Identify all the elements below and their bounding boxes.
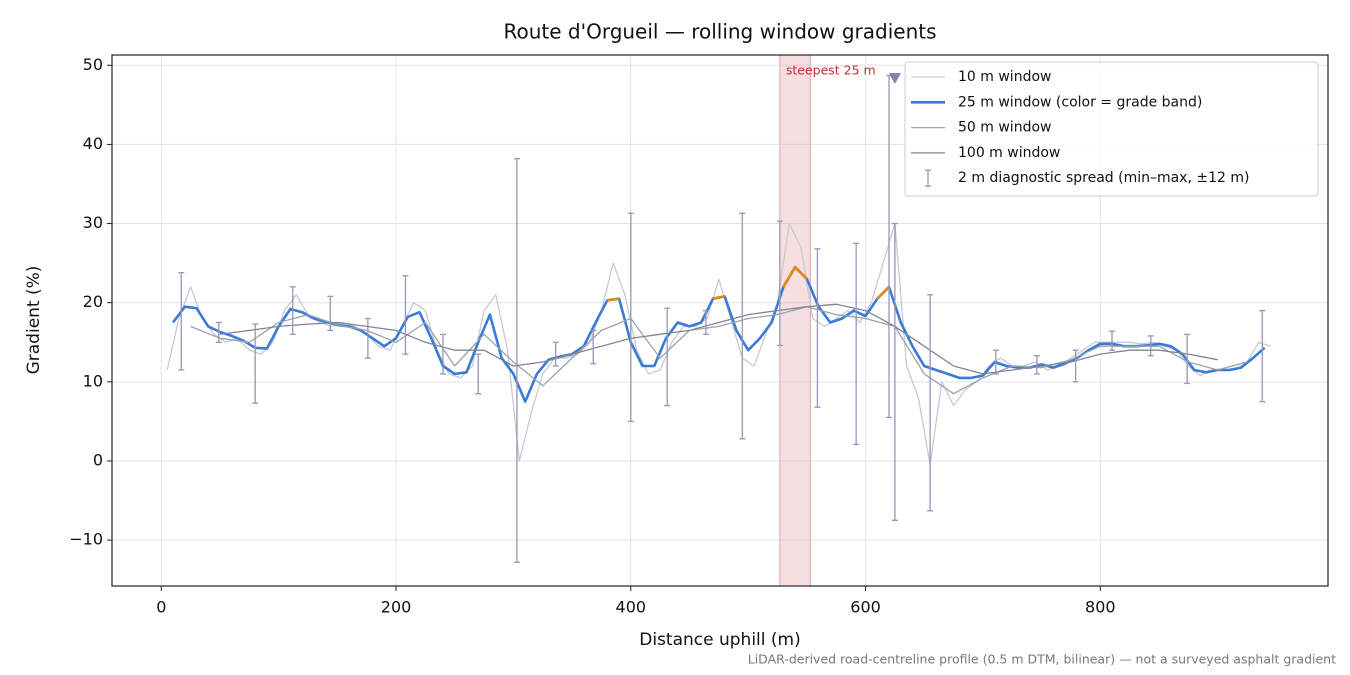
legend: 10 m window 25 m window (color = grade ba…: [904, 61, 1319, 197]
grade-band-line: [782, 265, 808, 288]
y-tick-label: 40: [83, 134, 103, 153]
y-axis-label: Gradient (%): [24, 266, 44, 375]
y-tick-label: 50: [83, 55, 103, 74]
legend-label: 2 m diagnostic spread (min–max, ±12 m): [958, 170, 1249, 186]
legend-label: 100 m window: [958, 145, 1060, 161]
grade-band-line: [876, 285, 890, 300]
grade-band-line: [712, 295, 725, 300]
grade-band-line: [607, 297, 620, 302]
legend-label: 10 m window: [958, 69, 1051, 85]
series-line: [219, 303, 1218, 375]
x-axis-label: Distance uphill (m): [639, 630, 800, 650]
legend-label: 25 m window (color = grade band): [958, 94, 1202, 110]
y-tick-label: 30: [83, 213, 103, 232]
y-tick-label: −10: [69, 530, 103, 549]
x-tick-label: 400: [616, 598, 647, 617]
series-line: [166, 222, 1271, 466]
plot-area: [166, 55, 1271, 586]
y-tick-label: 0: [93, 450, 103, 469]
peak-marker: [888, 72, 901, 84]
chart-title: Route d'Orgueil — rolling window gradien…: [503, 20, 936, 44]
highlight-span: [779, 55, 811, 586]
x-tick-label: 0: [156, 598, 166, 617]
y-tick-label: 20: [83, 292, 103, 311]
legend-box: [904, 61, 1319, 197]
plot-frame: [111, 54, 1329, 587]
y-tick-label: 10: [83, 371, 103, 390]
x-tick-label: 800: [1085, 598, 1116, 617]
series-line: [190, 306, 1248, 395]
x-tick-label: 200: [381, 598, 412, 617]
highlight-label: steepest 25 m: [786, 63, 876, 78]
legend-label: 50 m window: [958, 120, 1051, 136]
x-tick-label: 600: [850, 598, 881, 617]
footnote: LiDAR-derived road-centreline profile (0…: [748, 652, 1336, 667]
